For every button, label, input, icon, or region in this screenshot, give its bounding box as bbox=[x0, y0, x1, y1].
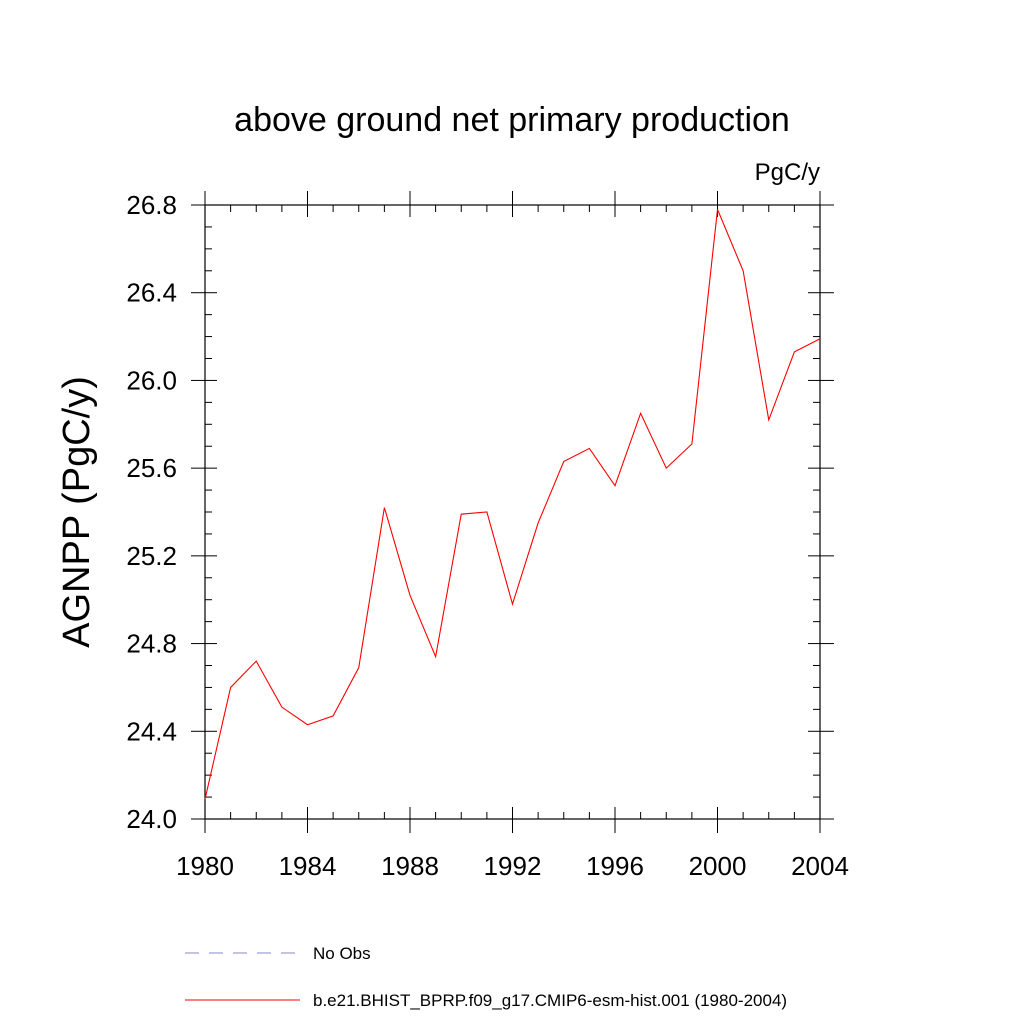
y-tick-label: 25.2 bbox=[126, 541, 177, 571]
y-tick-label: 26.8 bbox=[126, 190, 177, 220]
y-tick-label: 26.0 bbox=[126, 365, 177, 395]
y-tick-label: 24.8 bbox=[126, 629, 177, 659]
x-tick-label: 1988 bbox=[381, 851, 439, 881]
series-line bbox=[204, 209, 821, 800]
legend-label: No Obs bbox=[313, 944, 371, 963]
axes: 1980 1984 1988 1992 1996 2000 2004 24.0 24.4 24.8… bbox=[126, 190, 849, 881]
units-label: PgC/y bbox=[755, 159, 820, 186]
y-tick-label: 24.4 bbox=[126, 716, 177, 746]
chart-title: above ground net primary production bbox=[234, 101, 790, 139]
x-tick-label: 1980 bbox=[176, 851, 234, 881]
y-axis-label: AGNPP (PgC/y) bbox=[56, 376, 98, 648]
x-tick-label: 2000 bbox=[689, 851, 747, 881]
plot-frame bbox=[204, 204, 821, 820]
x-tick-label: 1996 bbox=[586, 851, 644, 881]
y-tick-label: 26.4 bbox=[126, 278, 177, 308]
y-tick-label: 24.0 bbox=[126, 804, 177, 834]
x-tick-label: 2004 bbox=[791, 851, 849, 881]
x-tick-label: 1984 bbox=[279, 851, 337, 881]
y-tick-label: 25.6 bbox=[126, 453, 177, 483]
series-lines bbox=[204, 209, 821, 800]
x-tick-label: 1992 bbox=[484, 851, 542, 881]
legend-label: b.e21.BHIST_BPRP.f09_g17.CMIP6-esm-hist.… bbox=[313, 991, 787, 1010]
legend: No Obs b.e21.BHIST_BPRP.f09_g17.CMIP6-esm… bbox=[185, 944, 787, 1010]
